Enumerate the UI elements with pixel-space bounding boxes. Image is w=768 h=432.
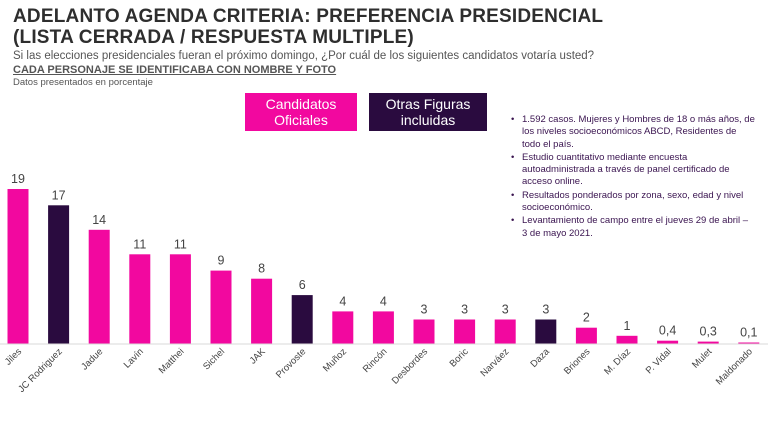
bar-jadue <box>88 229 110 344</box>
value-label-briones: 2 <box>583 311 590 325</box>
category-label-narvaez: Narváez <box>479 346 512 379</box>
value-label-rincon: 4 <box>380 294 387 308</box>
category-label-jadue: Jadue <box>79 346 105 372</box>
bar-sichel <box>210 270 232 344</box>
value-label-maldonado: 0,1 <box>740 326 757 340</box>
category-label-matthei: Matthei <box>157 346 187 376</box>
bar-jak <box>251 278 273 344</box>
title-line-1: ADELANTO AGENDA CRITERIA: PREFERENCIA PR… <box>13 6 604 27</box>
category-label-jak: JAK <box>248 346 269 367</box>
subheading: CADA PERSONAJE SE IDENTIFICABA CON NOMBR… <box>13 64 337 76</box>
value-label-lavin: 11 <box>133 237 146 251</box>
value-label-boric: 3 <box>461 303 468 317</box>
title-line-2: (LISTA CERRADA / RESPUESTA MULTIPLE) <box>13 27 414 48</box>
category-label-daza: Daza <box>528 346 552 370</box>
value-label-jadue: 14 <box>92 213 106 227</box>
category-label-lavin: Lavín <box>122 346 146 370</box>
value-label-mulet: 0,3 <box>700 325 717 339</box>
bar-maldonado <box>738 342 760 344</box>
bar-daza <box>535 319 557 344</box>
survey-question: Si las elecciones presidenciales fueran … <box>13 50 595 62</box>
value-label-narvaez: 3 <box>502 303 509 317</box>
bar-munoz <box>332 311 354 344</box>
bar-matthei <box>169 254 191 344</box>
page-title: ADELANTO AGENDA CRITERIA: PREFERENCIA PR… <box>13 6 753 48</box>
bar-jc-rodriguez <box>48 205 70 344</box>
category-label-sichel: Sichel <box>201 346 227 372</box>
note-method: Estudio cuantitativo mediante encuesta a… <box>510 152 755 189</box>
bar-rincon <box>372 311 394 344</box>
value-label-daza: 3 <box>542 303 549 317</box>
category-label-desbordes: Desbordes <box>390 346 430 386</box>
value-label-m-diaz: 1 <box>624 319 631 333</box>
bar-jiles <box>7 189 29 344</box>
category-label-jc-rodriguez: JC Rodriguez <box>16 346 65 395</box>
category-label-mulet: Mulet <box>690 346 714 370</box>
category-label-boric: Boric <box>448 346 471 369</box>
legend-other: Otras Figuras incluidas <box>369 93 487 131</box>
value-label-provoste: 6 <box>299 278 306 292</box>
value-label-sichel: 9 <box>218 254 225 268</box>
note-fieldwork: Levantamiento de campo entre el jueves 2… <box>510 215 755 240</box>
category-label-jiles: Jiles <box>3 346 24 367</box>
category-label-maldonado: Maldonado <box>714 346 755 387</box>
value-label-munoz: 4 <box>339 294 346 308</box>
category-label-provoste: Provoste <box>274 346 308 380</box>
units-note: Datos presentados en porcentaje <box>13 77 153 88</box>
bar-lavin <box>129 254 151 344</box>
note-weighting: Resultados ponderados por zona, sexo, ed… <box>510 190 755 215</box>
value-label-jak: 8 <box>258 262 265 276</box>
category-label-p-vidal: P. Vidal <box>644 346 674 376</box>
value-label-matthei: 11 <box>174 237 187 251</box>
note-sample: 1.592 casos. Mujeres y Hombres de 18 o m… <box>510 114 755 151</box>
value-label-p-vidal: 0,4 <box>659 324 676 338</box>
category-label-m-diaz: M. Díaz <box>602 346 633 377</box>
legend-official: Candidatos Oficiales <box>245 93 357 131</box>
bar-p-vidal <box>657 340 679 344</box>
value-label-jiles: 19 <box>11 172 25 186</box>
methodology-notes: 1.592 casos. Mujeres y Hombres de 18 o m… <box>510 114 755 241</box>
bar-provoste <box>291 295 313 344</box>
category-label-rincon: Rincón <box>361 346 390 375</box>
bar-boric <box>454 319 476 344</box>
bar-narvaez <box>494 319 516 344</box>
category-label-briones: Briones <box>562 346 593 377</box>
bar-mulet <box>697 341 719 344</box>
value-label-jc-rodriguez: 17 <box>52 188 66 202</box>
category-label-munoz: Muñoz <box>321 346 349 374</box>
value-label-desbordes: 3 <box>421 303 428 317</box>
bar-m-diaz <box>616 335 638 344</box>
bar-briones <box>575 327 597 344</box>
bar-desbordes <box>413 319 435 344</box>
